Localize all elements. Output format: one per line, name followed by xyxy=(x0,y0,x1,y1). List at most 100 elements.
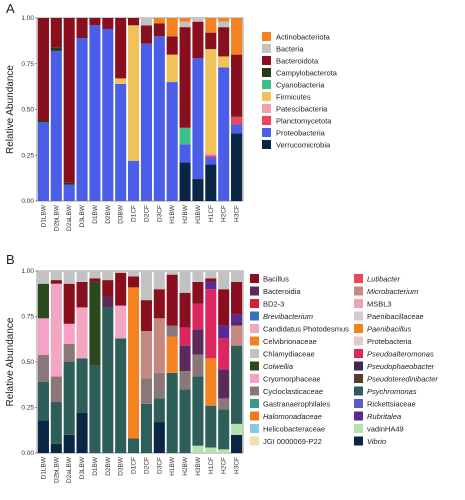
bar-d3bw-psychromonas xyxy=(115,338,127,453)
bar-d3bw-bacteroidota xyxy=(115,18,127,79)
bar-d2blbw-bacillus xyxy=(50,280,62,284)
bar-d3lbw-bacillus xyxy=(76,281,88,308)
bar-d1bw-bacillus xyxy=(89,278,101,282)
bar-d2albw-proteobacteria xyxy=(63,184,75,201)
bar-d2blbw-campylobacterota xyxy=(50,47,62,51)
bar-d1bw-proteobacteria xyxy=(89,25,101,201)
legend-label-halomonadaceae: Halomonadaceae xyxy=(263,412,322,421)
bar-h2bw-proteobacteria xyxy=(179,144,191,163)
legend-label-campylobacterota: Campylobacterota xyxy=(276,69,338,78)
bar-h2cf-vadinha49 xyxy=(218,449,230,453)
bar-d1lbw-vibrio xyxy=(37,420,49,453)
bar-d2bw-psychromonas xyxy=(102,307,114,453)
legend-swatch-bacillus xyxy=(250,274,259,283)
bar-h2bw-bacteria xyxy=(179,21,191,28)
bar-h1cf-patescibacteria xyxy=(205,153,217,156)
legend-label-vibrio: Vibrio xyxy=(367,437,386,446)
bar-d2albw-cryomorphaceae xyxy=(63,323,75,344)
bar-d1lbw-campylobacterota xyxy=(37,120,49,123)
bar-h1bw-proteobacteria xyxy=(166,82,178,201)
legend-swatch-jgi-0000069-p22 xyxy=(250,436,259,446)
x-tick-label: H1BW xyxy=(169,456,176,476)
bar-d1bw-bacteroidota xyxy=(89,18,101,26)
bar-d1lbw-bacteroidota xyxy=(37,18,49,121)
legend-label-cyanobacteria: Cyanobacteria xyxy=(276,81,325,90)
x-tick-label: D3CF xyxy=(156,205,163,222)
bar-h1bw-other xyxy=(166,271,178,275)
bar-h1bw-firmicutes xyxy=(166,54,178,83)
legend-swatch-helicobacteraceae xyxy=(250,424,259,433)
x-tick-label: D1LBW xyxy=(40,204,47,227)
bar-d2bw-proteobacteria xyxy=(102,28,114,202)
bar-h3bw-vadinha49 xyxy=(192,445,204,453)
bar-d2cf-bacillus xyxy=(140,300,152,332)
bar-h3cf-actinobacteriota xyxy=(231,18,243,55)
y-tick-label: 0.25 xyxy=(21,152,34,159)
bar-h3cf-verrucomicrobia xyxy=(231,133,243,201)
legend-swatch-bacteria xyxy=(262,44,271,53)
bar-d3bw-proteobacteria xyxy=(115,83,127,201)
legend-b: Bacillus Bacteroidia BD2-3 Brevibacterium Ca… xyxy=(250,274,438,446)
legend-swatch-candidatus-photodesmus xyxy=(250,324,259,333)
x-tick-label: H2BW xyxy=(182,456,189,476)
legend-label-brevibacterium: Brevibacterium xyxy=(263,312,313,321)
bar-d2bw-bacteroidia xyxy=(102,296,114,308)
legend-label-pseudophaeobacter: Pseudophaeobacter xyxy=(367,362,435,371)
bar-d2cf-psychromonas xyxy=(140,403,152,453)
bar-h2bw-actinobacteriota xyxy=(179,18,191,22)
legend-swatch-paenibacillaceae xyxy=(354,311,363,321)
bar-h2cf-other xyxy=(218,271,230,290)
chart-a: D1LBW D2bLBW D2aLBW D3LBW D1BW D2BW D3BW D1CF D2… xyxy=(5,15,244,231)
bar-h1cf-vadinha49 xyxy=(205,447,217,453)
x-tick-label: D2bLBW xyxy=(53,456,60,483)
legend-label-pseudoalteromonas: Pseudoalteromonas xyxy=(367,350,434,359)
legend-label-chlamydiaceae: Chlamydiaceae xyxy=(263,350,315,359)
bar-d3bw-bacillus xyxy=(115,272,127,306)
bar-h2bw-psychromonas xyxy=(179,389,191,453)
legend-swatch-gastranaerophilales xyxy=(250,399,259,408)
legend-swatch-campylobacterota xyxy=(262,68,271,77)
x-tick-label: H3CF xyxy=(234,457,241,474)
legend-label-patescibacteria: Patescibacteria xyxy=(276,105,328,114)
bar-d2cf-bacteroidota xyxy=(140,25,152,44)
bar-d3lbw-candidatus-photodesmus xyxy=(76,307,88,359)
legend-swatch-bacteroidota xyxy=(262,56,271,65)
legend-label-rickettsiaceae: Rickettsiaceae xyxy=(367,400,416,409)
legend-label-bacillus: Bacillus xyxy=(263,275,289,284)
bar-h1cf-other xyxy=(205,271,217,279)
x-tick-label: D2CF xyxy=(143,205,150,222)
bar-d1lbw-psychromonas xyxy=(37,382,49,421)
legend-swatch-chlamydiaceae xyxy=(250,349,259,358)
legend-label-bacteroidota: Bacteroidota xyxy=(276,57,319,66)
bar-h1cf-proteobacteria xyxy=(205,157,217,165)
legend-swatch-rubritalea xyxy=(354,411,363,421)
legend-swatch-microbacterium xyxy=(354,286,363,296)
bar-d3cf-actinobacteriota xyxy=(153,18,165,24)
legend-swatch-colwellia xyxy=(250,361,259,371)
legend-swatch-brevibacterium xyxy=(250,311,259,321)
bar-d3cf-proteobacteria xyxy=(153,36,165,201)
bar-d2blbw-proteobacteria xyxy=(50,50,62,201)
bar-h2cf-proteobacteria xyxy=(218,67,230,201)
legend-label-vadinha49: vadinHA49 xyxy=(367,425,404,434)
legend-swatch-halomonadaceae xyxy=(250,411,259,421)
legend-swatch-firmicutes xyxy=(262,92,271,101)
bar-h3bw-bacteroidia xyxy=(192,329,204,355)
legend-label-celvibrionaceae: Celvibrionaceae xyxy=(263,337,317,346)
bar-d3cf-cycloclasticaceae xyxy=(153,372,165,399)
legend-label-actinobacteriota: Actinobacteriota xyxy=(276,33,331,42)
bar-d1bw-psychromonas xyxy=(89,365,101,453)
legend-swatch-cycloclasticaceae xyxy=(250,386,259,396)
legend-swatch-cyanobacteria xyxy=(262,80,271,89)
bar-d2cf-bacteria xyxy=(140,18,152,26)
bar-h2bw-pseudoalteromonas xyxy=(179,327,191,346)
x-tick-label: D2bLBW xyxy=(53,204,60,231)
bar-d3cf-other xyxy=(153,271,165,290)
bar-h3cf-proteobacteria xyxy=(231,124,243,134)
panel-letter-b: B xyxy=(6,252,15,267)
legend-label-pseudoteredinibacter: Pseudoteredinibacter xyxy=(367,375,438,384)
x-tick-label: D3LBW xyxy=(79,456,86,479)
bar-d1lbw-colwellia xyxy=(37,283,49,319)
y-tick-label: 0.25 xyxy=(21,405,34,412)
